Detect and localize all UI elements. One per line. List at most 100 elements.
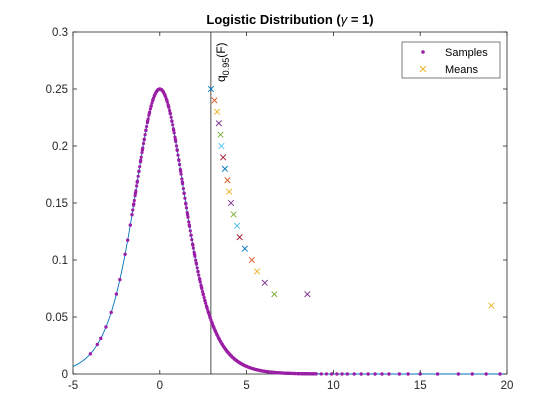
sample-point — [118, 277, 122, 282]
y-tick-label: 0.2 — [52, 141, 68, 153]
mean-marker — [207, 85, 215, 93]
sample-point — [138, 160, 143, 164]
sample-point — [99, 336, 103, 341]
sample-point — [174, 144, 179, 148]
sample-point — [148, 110, 152, 114]
sample-point — [185, 210, 189, 215]
sample-point — [128, 223, 132, 227]
mean-marker — [227, 199, 235, 207]
y-axis: 0 0.05 0.1 0.15 0.2 0.25 0.3 — [46, 27, 507, 381]
mean-marker — [236, 234, 243, 241]
legend-means-marker — [419, 65, 427, 73]
legend-samples-marker — [421, 50, 425, 54]
sample-point — [137, 169, 141, 174]
sample-point — [197, 276, 202, 281]
sample-point — [168, 112, 172, 116]
sample-point — [145, 121, 149, 125]
sample-point — [172, 131, 176, 135]
sample-point — [194, 262, 199, 266]
y-tick-label: 0.1 — [52, 255, 68, 267]
sample-point — [167, 105, 171, 110]
y-tick-label: 0 — [62, 369, 68, 381]
mean-marker-stroke — [271, 291, 278, 298]
sample-point — [177, 158, 181, 162]
sample-point — [134, 189, 138, 193]
chart-title-prefix: Logistic Distribution ( — [206, 12, 341, 27]
sample-point — [380, 372, 384, 376]
mean-marker — [215, 120, 222, 127]
mean-marker — [217, 131, 224, 138]
sample-point — [189, 233, 193, 237]
mean-marker-stroke — [207, 85, 215, 93]
mean-marker — [224, 177, 231, 184]
sample-point — [188, 229, 192, 233]
sample-point — [146, 117, 150, 121]
sample-point — [319, 372, 323, 376]
sample-point — [181, 182, 185, 186]
sample-point — [198, 280, 202, 284]
sample-point — [149, 104, 153, 108]
sample-point — [144, 129, 148, 133]
x-tick-label: 15 — [414, 380, 427, 392]
mean-marker — [304, 291, 311, 298]
sample-point — [406, 372, 410, 376]
sample-point — [171, 123, 175, 127]
mean-marker — [226, 188, 233, 195]
sample-point — [135, 184, 139, 188]
mean-marker — [230, 211, 237, 218]
sample-point — [201, 292, 205, 297]
chart-title: Logistic Distribution (γ = 1) — [206, 12, 373, 27]
y-tick-label: 0.25 — [46, 84, 68, 96]
sample-point — [130, 213, 134, 217]
x-tick-label: 10 — [327, 380, 340, 392]
mean-marker-stroke — [304, 291, 311, 298]
sample-point — [131, 208, 135, 212]
sample-point — [498, 372, 502, 376]
sample-point — [150, 101, 154, 105]
sample-point — [138, 165, 142, 169]
sample-point — [167, 108, 172, 113]
sample-point — [366, 372, 370, 376]
sample-point — [435, 372, 440, 376]
sample-point — [199, 283, 203, 287]
sample-point — [180, 177, 184, 181]
mean-marker — [241, 245, 248, 252]
sample-point — [88, 352, 93, 356]
mean-marker-stroke — [261, 279, 268, 286]
samples-layer — [88, 87, 502, 376]
sample-point — [373, 372, 377, 376]
mean-marker-stroke — [213, 108, 221, 115]
sample-point — [191, 246, 195, 250]
mean-marker-stroke — [233, 222, 241, 229]
sample-point — [184, 201, 188, 205]
mean-marker-stroke — [224, 177, 231, 184]
mean-marker-stroke — [226, 188, 233, 195]
sample-point — [345, 372, 349, 376]
sample-point — [170, 119, 174, 123]
sample-point — [387, 372, 391, 376]
sample-point — [125, 238, 130, 242]
sample-point — [456, 372, 461, 376]
mean-marker-stroke — [248, 256, 255, 264]
x-tick-label: -5 — [68, 380, 78, 392]
sample-point — [123, 252, 127, 257]
sample-point — [359, 372, 363, 376]
x-tick-label: 0 — [157, 380, 163, 392]
y-tick-label: 0.05 — [46, 312, 68, 324]
sample-point — [196, 269, 200, 274]
sample-point — [192, 250, 196, 254]
sample-point — [173, 135, 177, 139]
sample-point — [109, 310, 113, 315]
sample-point — [187, 224, 192, 228]
sample-point — [179, 172, 183, 176]
mean-marker-stroke — [241, 245, 248, 252]
mean-marker — [211, 97, 218, 104]
sample-point — [204, 301, 208, 305]
mean-marker — [233, 222, 241, 229]
legend-samples-label: Samples — [445, 47, 488, 59]
sample-point — [142, 137, 146, 141]
sample-point — [200, 286, 204, 291]
sample-point — [141, 141, 146, 146]
mean-marker — [213, 108, 221, 115]
